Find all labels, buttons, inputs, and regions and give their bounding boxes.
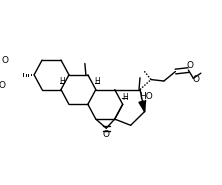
Text: H: H	[59, 77, 65, 86]
Text: HO: HO	[139, 92, 153, 101]
Text: H: H	[94, 77, 100, 86]
Text: O: O	[1, 56, 8, 65]
Text: O: O	[186, 61, 193, 70]
Text: H: H	[122, 92, 128, 102]
Polygon shape	[139, 101, 145, 112]
Text: O: O	[192, 75, 199, 84]
Text: O: O	[0, 81, 6, 90]
Text: O: O	[103, 130, 110, 139]
